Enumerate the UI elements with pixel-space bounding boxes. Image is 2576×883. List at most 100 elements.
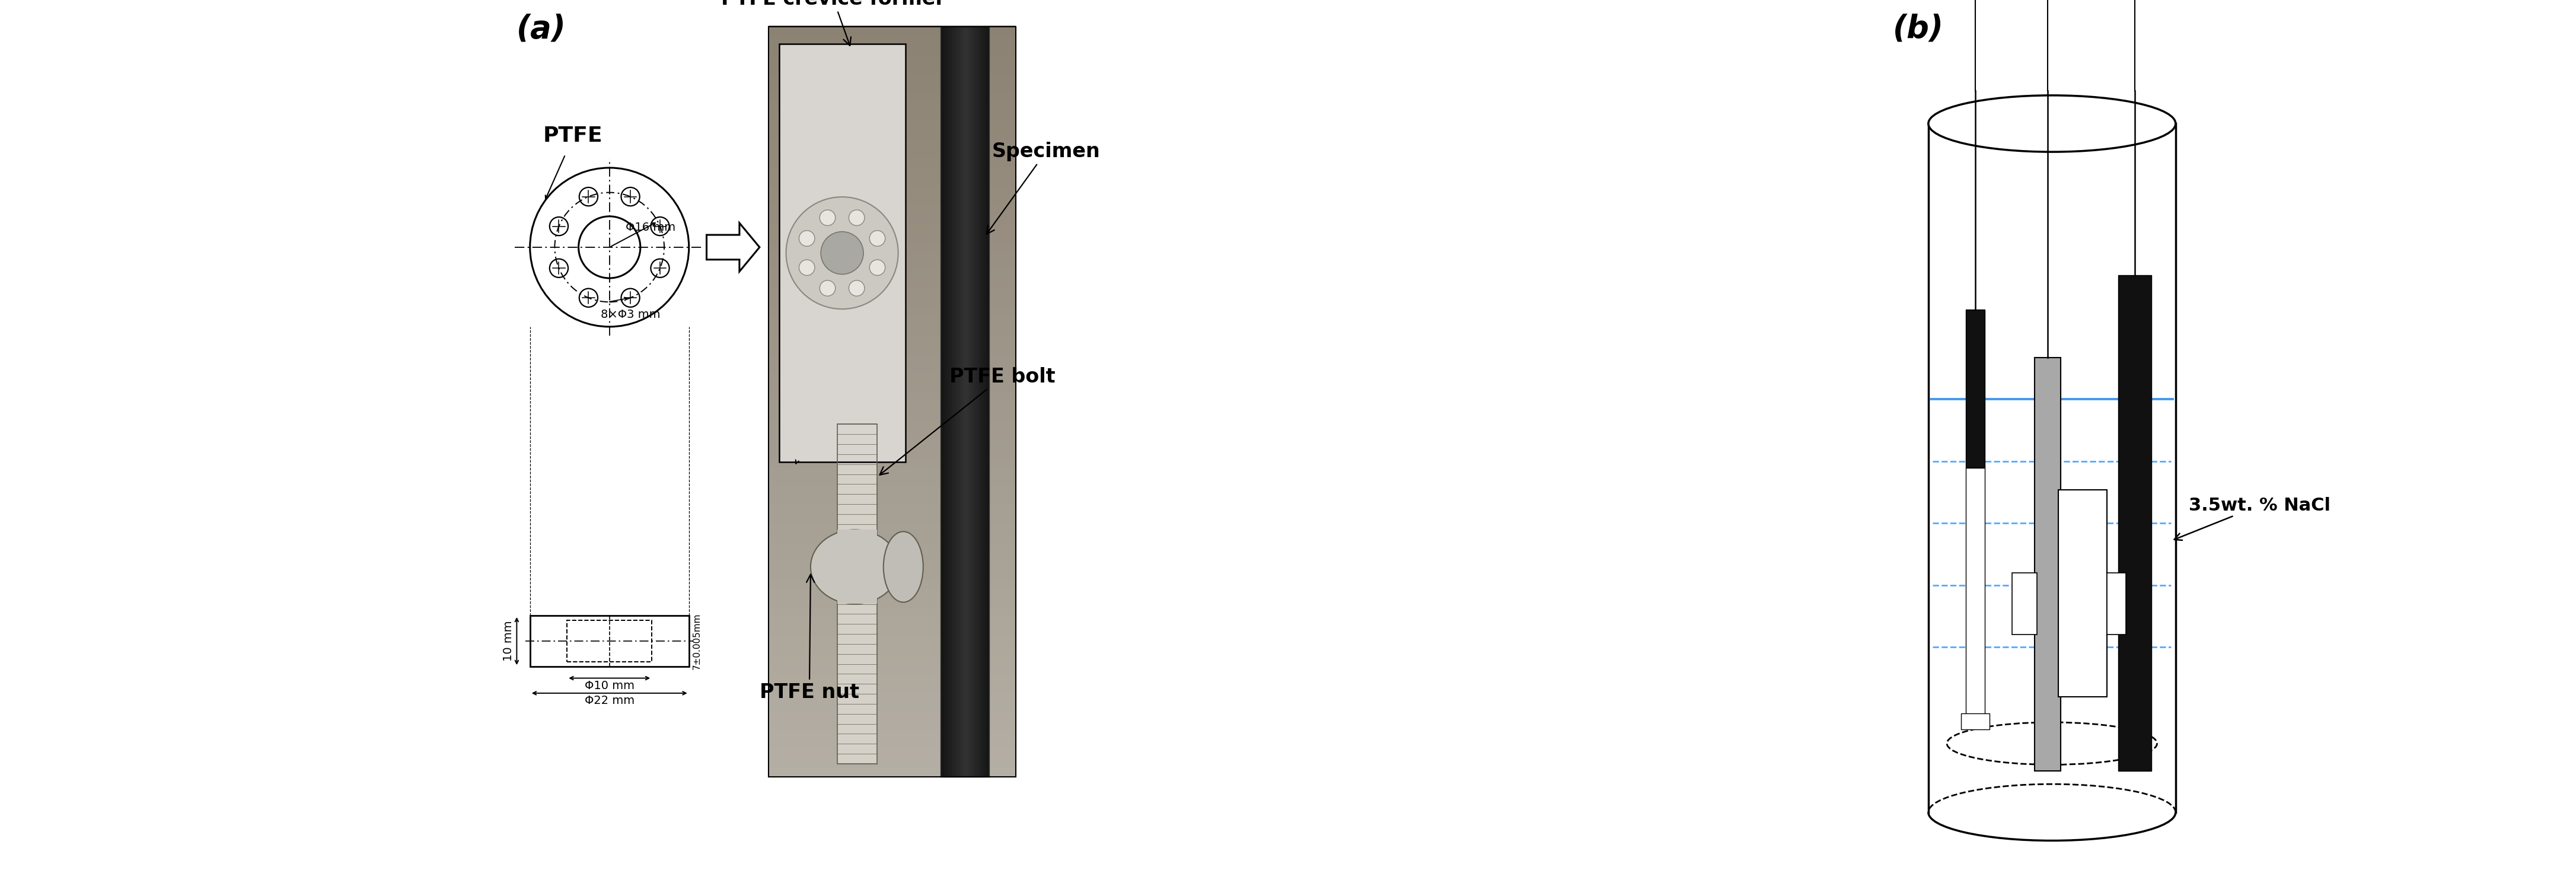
Bar bbox=[768, 298, 1015, 308]
Text: PTFE crevice former: PTFE crevice former bbox=[721, 0, 945, 46]
Bar bbox=[768, 429, 1015, 439]
Bar bbox=[768, 691, 1015, 702]
Bar bbox=[768, 738, 1015, 749]
Bar bbox=[778, 44, 904, 462]
Bar bbox=[837, 425, 878, 764]
Bar bbox=[768, 411, 1015, 420]
Circle shape bbox=[819, 210, 835, 225]
Text: PTFE: PTFE bbox=[544, 125, 603, 146]
Circle shape bbox=[799, 230, 814, 246]
Bar bbox=[768, 766, 1015, 777]
Text: PTFE nut: PTFE nut bbox=[760, 575, 860, 702]
Bar bbox=[768, 241, 1015, 252]
Bar bbox=[768, 448, 1015, 458]
Bar bbox=[768, 683, 1015, 692]
Bar bbox=[768, 316, 1015, 327]
Bar bbox=[768, 214, 1015, 223]
Bar bbox=[768, 561, 1015, 570]
Bar bbox=[768, 110, 1015, 120]
Bar bbox=[768, 673, 1015, 683]
Bar bbox=[768, 279, 1015, 289]
Text: Φ16 mm: Φ16 mm bbox=[626, 222, 675, 233]
Bar bbox=[768, 654, 1015, 664]
Bar bbox=[2058, 490, 2107, 697]
Bar bbox=[768, 457, 1015, 467]
Bar bbox=[768, 758, 1015, 767]
Bar bbox=[531, 615, 688, 667]
Circle shape bbox=[799, 260, 814, 275]
Bar bbox=[768, 354, 1015, 364]
Bar bbox=[768, 419, 1015, 430]
Bar bbox=[768, 701, 1015, 712]
Bar bbox=[567, 620, 652, 662]
Bar bbox=[768, 541, 1015, 552]
Bar bbox=[768, 204, 1015, 214]
Bar bbox=[768, 185, 1015, 195]
Bar bbox=[768, 588, 1015, 599]
Bar bbox=[768, 616, 1015, 627]
Bar bbox=[1965, 468, 1986, 716]
Bar bbox=[768, 720, 1015, 730]
Circle shape bbox=[850, 281, 866, 296]
Text: 3.5wt. % NaCl: 3.5wt. % NaCl bbox=[2174, 497, 2331, 540]
Bar bbox=[768, 44, 1015, 55]
Circle shape bbox=[850, 210, 866, 225]
Bar bbox=[768, 494, 1015, 505]
Bar bbox=[837, 530, 878, 604]
Bar bbox=[2107, 573, 2125, 635]
Bar bbox=[768, 35, 1015, 45]
Bar bbox=[768, 513, 1015, 524]
Text: 8×Φ3 mm: 8×Φ3 mm bbox=[600, 309, 659, 321]
Text: PTFE bolt: PTFE bolt bbox=[878, 367, 1056, 475]
Bar bbox=[768, 579, 1015, 590]
Ellipse shape bbox=[884, 532, 922, 602]
Bar bbox=[768, 401, 1015, 411]
Text: 10 mm: 10 mm bbox=[502, 621, 515, 661]
Bar bbox=[768, 91, 1015, 102]
Polygon shape bbox=[706, 223, 760, 272]
Text: (b): (b) bbox=[1893, 13, 1945, 44]
Bar bbox=[768, 176, 1015, 186]
Bar bbox=[2117, 275, 2151, 771]
Bar bbox=[768, 166, 1015, 177]
Bar bbox=[768, 54, 1015, 64]
Bar bbox=[768, 645, 1015, 655]
Bar bbox=[768, 466, 1015, 477]
Bar bbox=[768, 598, 1015, 608]
Bar bbox=[768, 438, 1015, 449]
Bar bbox=[768, 391, 1015, 402]
Bar bbox=[768, 711, 1015, 721]
Ellipse shape bbox=[1929, 95, 2177, 152]
Bar bbox=[768, 486, 1015, 495]
Bar bbox=[768, 608, 1015, 617]
Text: Φ10 mm: Φ10 mm bbox=[585, 680, 634, 691]
Bar bbox=[768, 119, 1015, 130]
Bar bbox=[768, 326, 1015, 336]
Bar bbox=[768, 626, 1015, 637]
Bar bbox=[768, 260, 1015, 270]
Text: 7±0.005mm: 7±0.005mm bbox=[693, 613, 701, 669]
Bar bbox=[768, 364, 1015, 374]
Bar bbox=[768, 147, 1015, 158]
Bar bbox=[940, 26, 989, 777]
Bar bbox=[768, 382, 1015, 392]
Bar bbox=[837, 425, 878, 764]
Bar bbox=[768, 101, 1015, 111]
Bar bbox=[1960, 713, 1989, 729]
Bar bbox=[768, 82, 1015, 92]
Text: Φ22 mm: Φ22 mm bbox=[585, 695, 634, 706]
Bar bbox=[768, 307, 1015, 317]
Bar bbox=[768, 129, 1015, 139]
Circle shape bbox=[819, 281, 835, 296]
Bar bbox=[2012, 573, 2038, 635]
Circle shape bbox=[822, 231, 863, 275]
Bar bbox=[768, 336, 1015, 345]
Bar bbox=[768, 26, 1015, 36]
Ellipse shape bbox=[811, 530, 899, 604]
Bar bbox=[768, 551, 1015, 562]
Bar bbox=[1965, 310, 1986, 468]
Bar bbox=[768, 139, 1015, 148]
Bar bbox=[768, 344, 1015, 355]
Bar bbox=[768, 664, 1015, 674]
Bar bbox=[768, 269, 1015, 280]
